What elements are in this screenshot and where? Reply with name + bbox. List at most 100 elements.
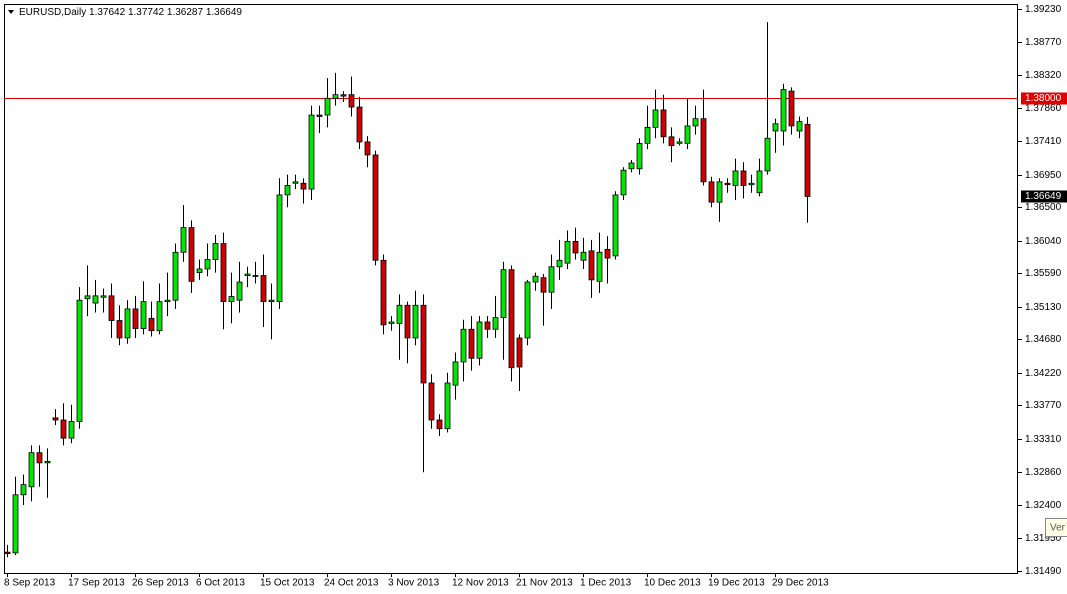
y-tick-label: 1.36500 [1025, 202, 1062, 213]
last-price-label: 1.36649 [1025, 191, 1062, 202]
candle-body [772, 123, 779, 132]
candle-body [404, 304, 411, 339]
candle-body [172, 251, 179, 301]
y-tick-label: 1.31490 [1025, 566, 1062, 577]
candle-body [348, 94, 355, 108]
candle-body [68, 421, 75, 439]
candle-body [804, 123, 811, 197]
candle-body [700, 118, 707, 183]
x-tick-label: 29 Dec 2013 [772, 578, 829, 589]
candle-body [188, 227, 195, 282]
y-tick-label: 1.39230 [1025, 4, 1062, 15]
y-tick-label: 1.37410 [1025, 136, 1062, 147]
candle-body [244, 273, 251, 276]
candle-body [292, 181, 299, 184]
candle-body [484, 321, 491, 330]
candle-body [124, 308, 131, 339]
x-tick-label: 3 Nov 2013 [388, 578, 440, 589]
candle-body [84, 295, 91, 300]
candle-body [444, 382, 451, 430]
last-price-box [1021, 190, 1067, 203]
candle-body [156, 301, 163, 332]
y-tick-label: 1.35590 [1025, 268, 1062, 279]
candle-body [140, 301, 147, 329]
x-tick-label: 1 Dec 2013 [580, 578, 632, 589]
candle-body [276, 194, 283, 303]
candle-body [148, 317, 155, 332]
candle-body [668, 136, 675, 146]
candle-body [796, 121, 803, 132]
tooltip: Ver [1045, 518, 1067, 537]
candle-body [652, 109, 659, 128]
candle-body [620, 169, 627, 196]
tooltip-box [1045, 518, 1067, 537]
candle-body [756, 170, 763, 194]
header-value: 1.37742 [128, 7, 165, 18]
candle-body [540, 277, 547, 293]
y-tick-label: 1.36040 [1025, 236, 1062, 247]
candle-body [468, 328, 475, 359]
x-tick-label: 8 Sep 2013 [4, 578, 56, 589]
candle-body [196, 268, 203, 273]
candle-body [44, 460, 51, 464]
candle-body [60, 419, 67, 439]
candle-body [748, 182, 755, 186]
candle-body [180, 227, 187, 253]
y-tick-label: 1.32860 [1025, 467, 1062, 478]
y-tick-label: 1.35130 [1025, 302, 1062, 313]
y-tick-label: 1.32400 [1025, 500, 1062, 511]
y-tick-label: 1.33310 [1025, 434, 1062, 445]
candle-body [284, 185, 291, 196]
candle-body [308, 114, 315, 190]
candle-body [300, 182, 307, 190]
chart-header: EURUSD,Daily 1.37642 1.37742 1.36287 1.3… [19, 7, 242, 18]
header-value: 1.37642 [89, 7, 126, 18]
candle-body [436, 419, 443, 430]
y-tick-label: 1.38770 [1025, 37, 1062, 48]
level-label-box [1021, 92, 1067, 105]
level-label: 1.38000 [1025, 93, 1062, 104]
candle-body [252, 275, 259, 277]
candle-body [636, 142, 643, 170]
candle-body [92, 295, 99, 304]
x-tick-label: 26 Sep 2013 [132, 578, 189, 589]
candle-body [28, 452, 35, 488]
candle-body [732, 170, 739, 186]
candle-body [516, 337, 523, 368]
candle-body [108, 295, 115, 321]
candle-body [492, 317, 499, 330]
candle-body [588, 250, 595, 281]
x-tick-label: 17 Sep 2013 [68, 578, 125, 589]
candle-body [708, 181, 715, 203]
x-tick-label: 19 Dec 2013 [708, 578, 765, 589]
candle-body [132, 308, 139, 329]
candle-body [20, 484, 27, 496]
y-tick-label: 1.38320 [1025, 70, 1062, 81]
y-tick-label: 1.34220 [1025, 368, 1062, 379]
chart-title: EURUSD,Daily [19, 7, 86, 18]
candle-body [548, 266, 555, 293]
candle-body [116, 320, 123, 339]
candle-body [340, 94, 347, 97]
header-value: 1.36649 [206, 7, 243, 18]
candle-body [572, 240, 579, 254]
candle-body [212, 243, 219, 260]
candle-body [52, 417, 59, 421]
candle-body [372, 154, 379, 261]
candle-body [780, 89, 787, 132]
candle-body [260, 275, 267, 303]
candle-body [612, 194, 619, 257]
candle-body [676, 141, 683, 144]
candle-body [4, 551, 11, 555]
candle-body [476, 321, 483, 359]
candle-body [100, 295, 107, 298]
candle-body [420, 304, 427, 384]
candle-body [236, 281, 243, 301]
header-value: 1.36287 [167, 7, 204, 18]
candle-body [660, 109, 667, 138]
candle-body [500, 269, 507, 319]
candle-body [412, 304, 419, 339]
candle-body [532, 275, 539, 283]
candles [4, 22, 811, 558]
candle-body [164, 299, 171, 303]
